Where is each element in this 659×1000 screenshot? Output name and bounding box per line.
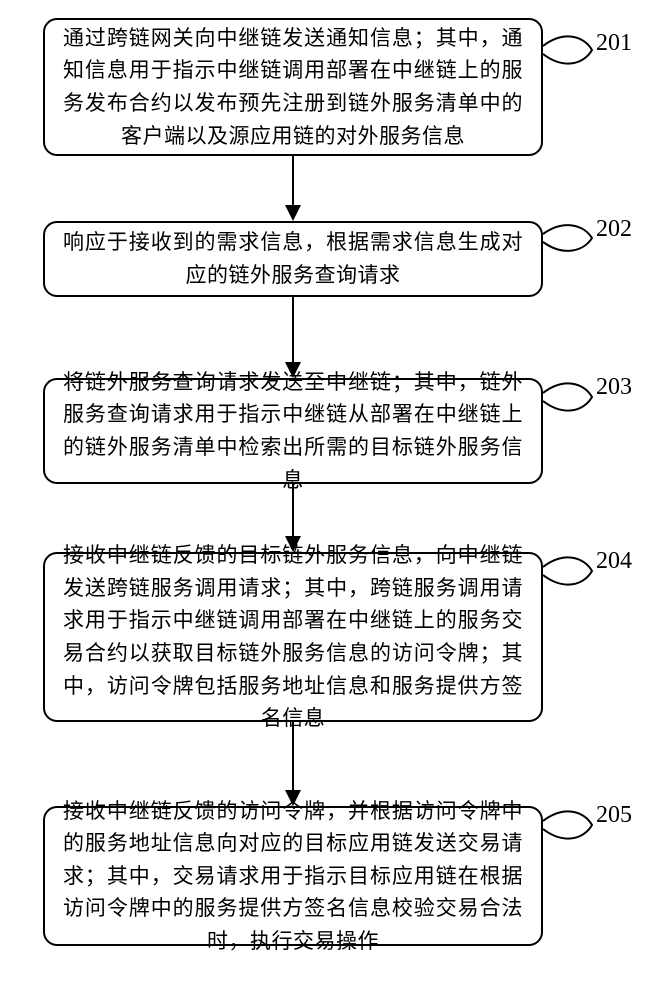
step-205-connector (542, 802, 602, 848)
step-203-text: 将链外服务查询请求发送至中继链；其中，链外服务查询请求用于指示中继链从部署在中继… (63, 366, 523, 496)
step-201-label: 201 (596, 30, 632, 57)
arrow-201-202-line (292, 156, 294, 205)
step-203-box: 将链外服务查询请求发送至中继链；其中，链外服务查询请求用于指示中继链从部署在中继… (43, 378, 543, 484)
arrow-204-205-line (292, 722, 294, 790)
step-203-label: 203 (596, 374, 632, 401)
arrow-203-204-line (292, 484, 294, 536)
step-205-text: 接收中继链反馈的访问令牌，并根据访问令牌中的服务地址信息向对应的目标应用链发送交… (63, 795, 523, 958)
step-204-label: 204 (596, 548, 632, 575)
flowchart-canvas: 通过跨链网关向中继链发送通知信息；其中，通知信息用于指示中继链调用部署在中继链上… (0, 0, 659, 1000)
step-204-connector (542, 548, 602, 594)
step-202-box: 响应于接收到的需求信息，根据需求信息生成对应的链外服务查询请求 (43, 221, 543, 297)
arrow-201-202-head (285, 205, 301, 221)
step-202-connector (542, 216, 602, 260)
step-201-text: 通过跨链网关向中继链发送通知信息；其中，通知信息用于指示中继链调用部署在中继链上… (63, 22, 523, 152)
arrow-202-203-line (292, 297, 294, 362)
step-205-label: 205 (596, 802, 632, 829)
step-202-label: 202 (596, 216, 632, 243)
step-203-connector (542, 374, 602, 420)
step-202-text: 响应于接收到的需求信息，根据需求信息生成对应的链外服务查询请求 (63, 226, 523, 291)
step-204-box: 接收中继链反馈的目标链外服务信息，向中继链发送跨链服务调用请求；其中，跨链服务调… (43, 552, 543, 722)
step-201-connector (542, 26, 602, 74)
step-204-text: 接收中继链反馈的目标链外服务信息，向中继链发送跨链服务调用请求；其中，跨链服务调… (63, 539, 523, 734)
step-205-box: 接收中继链反馈的访问令牌，并根据访问令牌中的服务地址信息向对应的目标应用链发送交… (43, 806, 543, 946)
step-201-box: 通过跨链网关向中继链发送通知信息；其中，通知信息用于指示中继链调用部署在中继链上… (43, 18, 543, 156)
